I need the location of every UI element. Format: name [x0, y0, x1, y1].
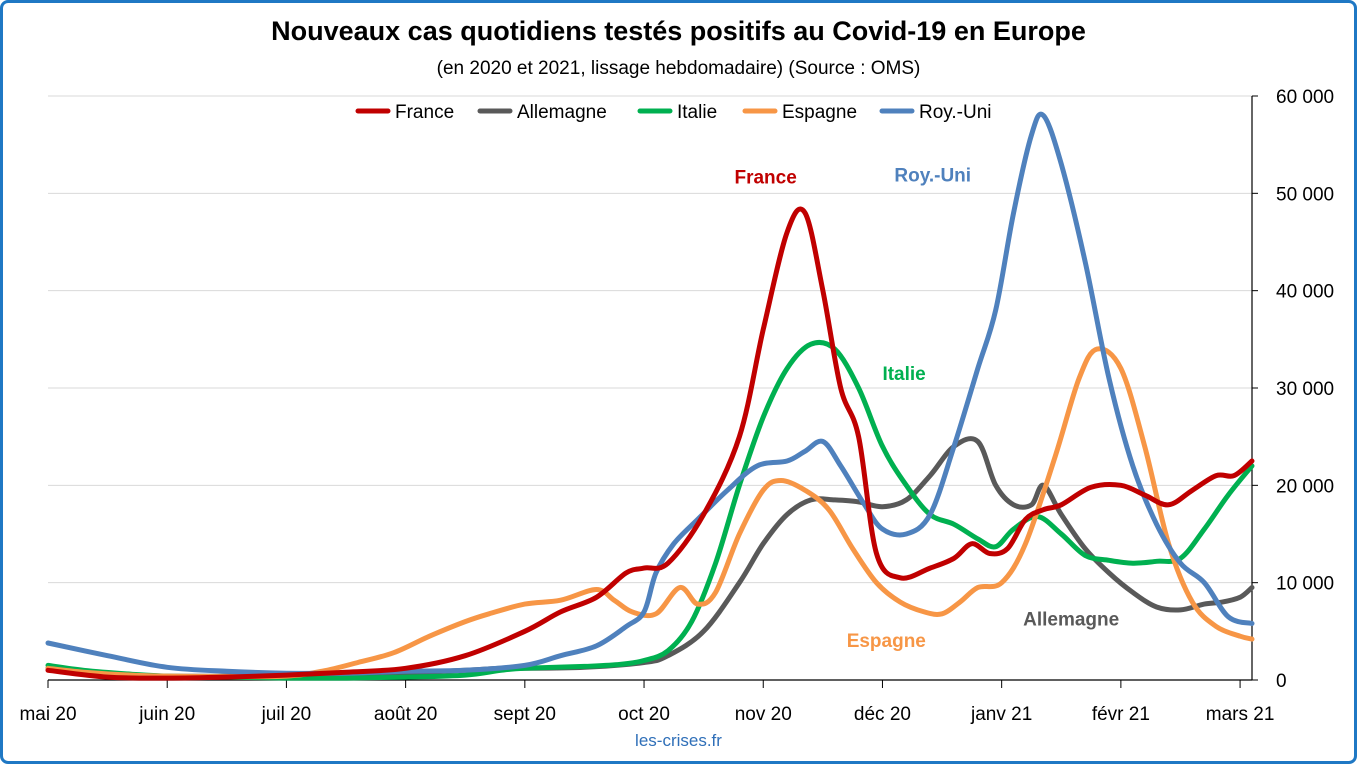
- legend-label-italie: Italie: [677, 102, 717, 123]
- x-tick-label: juil 20: [261, 704, 312, 725]
- series-label-allemagne: Allemagne: [1023, 609, 1119, 630]
- series-label-france: France: [734, 168, 796, 189]
- x-tick-label: mai 20: [19, 704, 76, 725]
- series-line-allemagne: [45, 436, 1255, 679]
- series-label-royuni: Roy.-Uni: [894, 166, 971, 187]
- y-tick-label: 60 000: [1276, 87, 1334, 108]
- source-credit: les-crises.fr: [635, 731, 722, 750]
- x-tick-label: mars 21: [1206, 704, 1275, 725]
- chart-title: Nouveaux cas quotidiens testés positifs …: [271, 16, 1086, 46]
- series-label-italie: Italie: [882, 364, 925, 385]
- x-tick-label: févr 21: [1092, 704, 1150, 725]
- series-line-royuni: [45, 111, 1255, 676]
- x-tick-label: oct 20: [618, 704, 670, 725]
- legend-label-royuni: Roy.-Uni: [919, 102, 992, 123]
- x-tick-label: janv 21: [970, 704, 1032, 725]
- y-tick-label: 0: [1276, 671, 1287, 692]
- x-tick-label: sept 20: [494, 704, 556, 725]
- y-tick-label: 40 000: [1276, 282, 1334, 303]
- legend-label-allemagne: Allemagne: [517, 102, 607, 123]
- x-tick-label: août 20: [374, 704, 437, 725]
- legend-label-france: France: [395, 102, 454, 123]
- y-tick-label: 50 000: [1276, 184, 1334, 205]
- legend-label-espagne: Espagne: [782, 102, 857, 123]
- x-tick-label: déc 20: [854, 704, 911, 725]
- series-line-italie: [45, 339, 1255, 681]
- y-tick-label: 10 000: [1276, 574, 1334, 595]
- y-tick-label: 30 000: [1276, 379, 1334, 400]
- series-line-espagne: [45, 346, 1255, 680]
- series-label-espagne: Espagne: [847, 631, 926, 652]
- series-line-france: [45, 206, 1255, 681]
- y-tick-label: 20 000: [1276, 476, 1334, 497]
- x-tick-label: nov 20: [735, 704, 792, 725]
- x-tick-label: juin 20: [138, 704, 195, 725]
- chart-subtitle: (en 2020 et 2021, lissage hebdomadaire) …: [436, 58, 921, 79]
